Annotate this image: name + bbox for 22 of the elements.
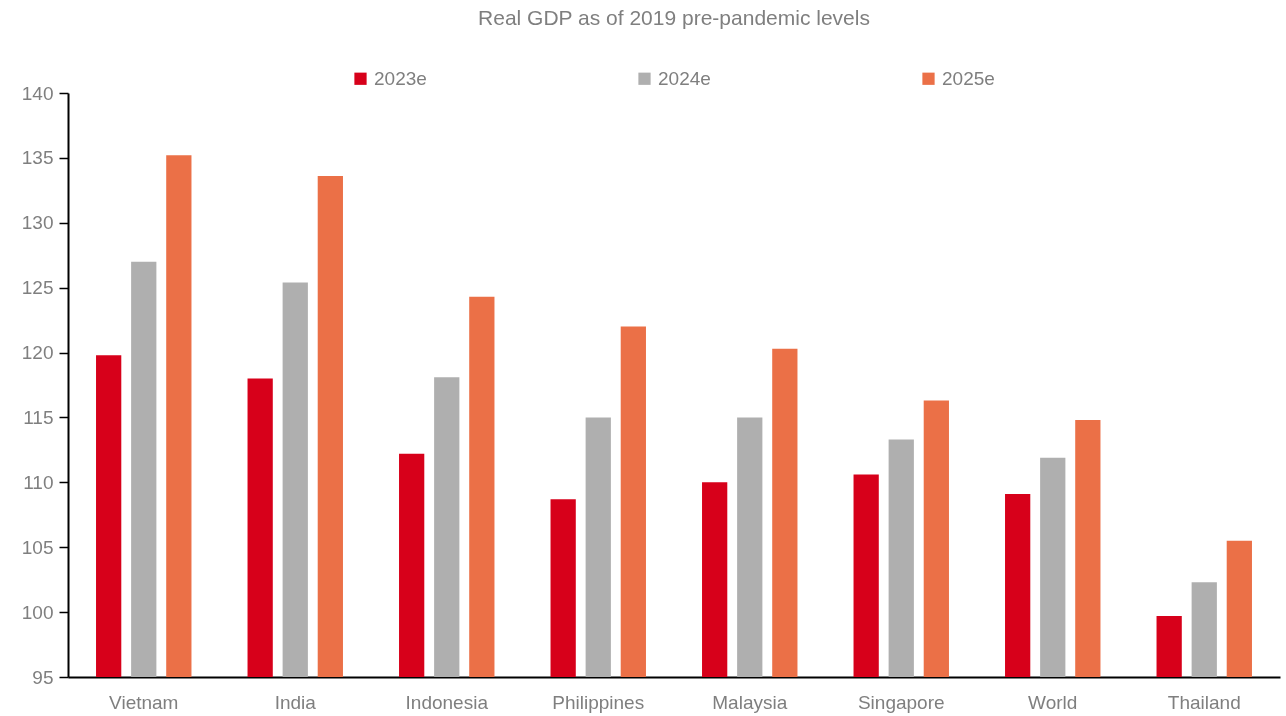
x-tick-label: Philippines (552, 691, 645, 713)
y-tick-label: 130 (21, 212, 54, 234)
legend-label: 2025e (942, 67, 995, 89)
x-tick-label: World (1028, 691, 1078, 713)
x-tick-label: Indonesia (405, 691, 489, 713)
y-tick-label: 135 (21, 147, 54, 169)
x-tick-label: Vietnam (109, 691, 179, 713)
x-tick-label: Singapore (857, 691, 945, 713)
y-tick-label: 100 (21, 601, 54, 623)
y-tick-label: 110 (23, 471, 54, 493)
x-tick-label: India (274, 691, 317, 713)
y-tick-label: 105 (21, 536, 54, 558)
y-tick-label: 140 (21, 82, 54, 104)
x-tick-label: Malaysia (712, 691, 788, 713)
chart-title: Real GDP as of 2019 pre-pandemic levels (478, 6, 870, 29)
x-tick-label: Thailand (1167, 691, 1241, 713)
y-tick-label: 95 (32, 666, 54, 688)
y-tick-label: 125 (21, 277, 54, 299)
legend-label: 2024e (658, 67, 711, 89)
y-tick-label: 120 (21, 342, 54, 364)
legend-label: 2023e (374, 67, 427, 89)
y-tick-label: 115 (23, 406, 54, 428)
